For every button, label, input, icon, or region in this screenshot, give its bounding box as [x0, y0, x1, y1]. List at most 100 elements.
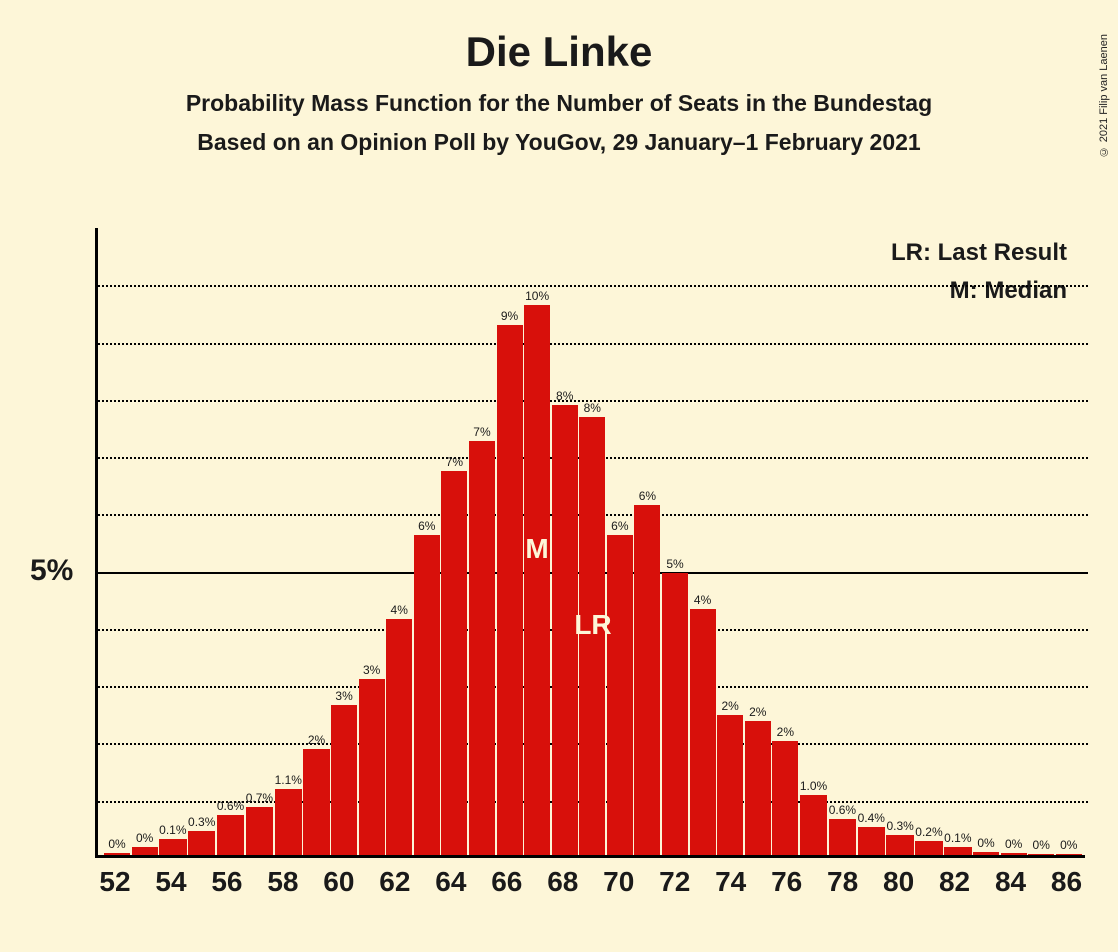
bar — [690, 609, 716, 855]
x-tick-86: 86 — [1039, 866, 1095, 898]
bar-label: 7% — [446, 455, 463, 469]
bar-label: 6% — [639, 489, 656, 503]
bar — [886, 835, 913, 855]
bar-label: 8% — [584, 401, 601, 415]
bar — [132, 847, 158, 855]
bar — [275, 789, 302, 855]
bar — [634, 505, 660, 855]
bar-label: 0.7% — [246, 791, 273, 805]
bar-60: 3% — [331, 689, 357, 855]
bar-label: 0.2% — [915, 825, 942, 839]
bar-label: 5% — [666, 557, 683, 571]
bar-label: 10% — [525, 289, 549, 303]
bar — [441, 471, 467, 855]
bar-59: 2% — [303, 733, 329, 855]
bar-label: 2% — [777, 725, 794, 739]
x-tick-76: 76 — [759, 866, 815, 898]
chart-area: LR: Last Result M: Median 0%0%0.1%0.3%0.… — [95, 228, 1085, 858]
bar-label: 0.3% — [188, 815, 215, 829]
x-tick-62: 62 — [367, 866, 423, 898]
bar — [1056, 854, 1082, 855]
bar — [1028, 854, 1054, 855]
x-tick-54: 54 — [143, 866, 199, 898]
bar-label: 3% — [363, 663, 380, 677]
bar — [772, 741, 798, 855]
bar — [217, 815, 244, 855]
bar — [579, 417, 605, 855]
bar-57: 0.7% — [246, 791, 273, 855]
x-tick-78: 78 — [815, 866, 871, 898]
bar-83: 0% — [973, 836, 999, 855]
bar — [973, 852, 999, 855]
bar-67: 10% — [524, 289, 550, 855]
bar-label: 9% — [501, 309, 518, 323]
bar — [414, 535, 440, 855]
x-tick-72: 72 — [647, 866, 703, 898]
bar-label: 3% — [335, 689, 352, 703]
bar — [607, 535, 633, 855]
bar-label: 0% — [1033, 838, 1050, 852]
bar — [552, 405, 578, 855]
bar-66: 9% — [497, 309, 523, 855]
bar-52: 0% — [104, 837, 130, 855]
x-tick-66: 66 — [479, 866, 535, 898]
bar-label: 0% — [977, 836, 994, 850]
bar-label: 0.1% — [159, 823, 186, 837]
bar-72: 5% — [662, 557, 688, 855]
bar — [1001, 853, 1027, 855]
bar-label: 0.1% — [944, 831, 971, 845]
x-tick-70: 70 — [591, 866, 647, 898]
bar-54: 0.1% — [159, 823, 186, 855]
x-tick-80: 80 — [871, 866, 927, 898]
bar — [858, 827, 885, 855]
bar — [159, 839, 186, 855]
bar — [662, 573, 688, 855]
x-tick-84: 84 — [983, 866, 1039, 898]
bar — [944, 847, 971, 855]
plot-region: LR: Last Result M: Median 0%0%0.1%0.3%0.… — [95, 228, 1085, 858]
bar-label: 2% — [749, 705, 766, 719]
bar — [829, 819, 856, 855]
bar — [359, 679, 385, 855]
bar-label: 6% — [611, 519, 628, 533]
bar — [497, 325, 523, 855]
bar — [717, 715, 743, 855]
x-tick-74: 74 — [703, 866, 759, 898]
bar-80: 0.3% — [886, 819, 913, 855]
chart-subtitle: Probability Mass Function for the Number… — [0, 90, 1118, 117]
bar-label: 6% — [418, 519, 435, 533]
chart-subtitle-2: Based on an Opinion Poll by YouGov, 29 J… — [0, 129, 1118, 156]
bar-64: 7% — [441, 455, 467, 855]
bar — [188, 831, 215, 855]
bar — [800, 795, 827, 855]
bar-label: 0% — [1005, 837, 1022, 851]
bar-75: 2% — [745, 705, 771, 855]
bar — [303, 749, 329, 855]
bar-label: 1.1% — [275, 773, 302, 787]
bar-55: 0.3% — [188, 815, 215, 855]
bar-label: 0.6% — [217, 799, 244, 813]
bar-label: 0% — [1060, 838, 1077, 852]
x-tick-52: 52 — [87, 866, 143, 898]
bar-63: 6% — [414, 519, 440, 855]
y-axis-label: 5% — [30, 554, 73, 588]
bar-label: 2% — [721, 699, 738, 713]
bar-53: 0% — [132, 831, 158, 855]
bar-58: 1.1% — [275, 773, 302, 855]
bar-71: 6% — [634, 489, 660, 855]
bar — [915, 841, 942, 855]
x-tick-64: 64 — [423, 866, 479, 898]
x-tick-58: 58 — [255, 866, 311, 898]
bar-78: 0.6% — [829, 803, 856, 855]
bar — [386, 619, 412, 855]
bars-container: 0%0%0.1%0.3%0.6%0.7%1.1%2%3%3%4%6%7%7%9%… — [104, 225, 1082, 855]
bar — [246, 807, 273, 855]
bar-77: 1.0% — [800, 779, 827, 855]
x-tick-82: 82 — [927, 866, 983, 898]
x-tick-56: 56 — [199, 866, 255, 898]
bar — [745, 721, 771, 855]
bar-56: 0.6% — [217, 799, 244, 855]
chart-title: Die Linke — [0, 28, 1118, 76]
bar-79: 0.4% — [858, 811, 885, 855]
bar-label: 0% — [108, 837, 125, 851]
